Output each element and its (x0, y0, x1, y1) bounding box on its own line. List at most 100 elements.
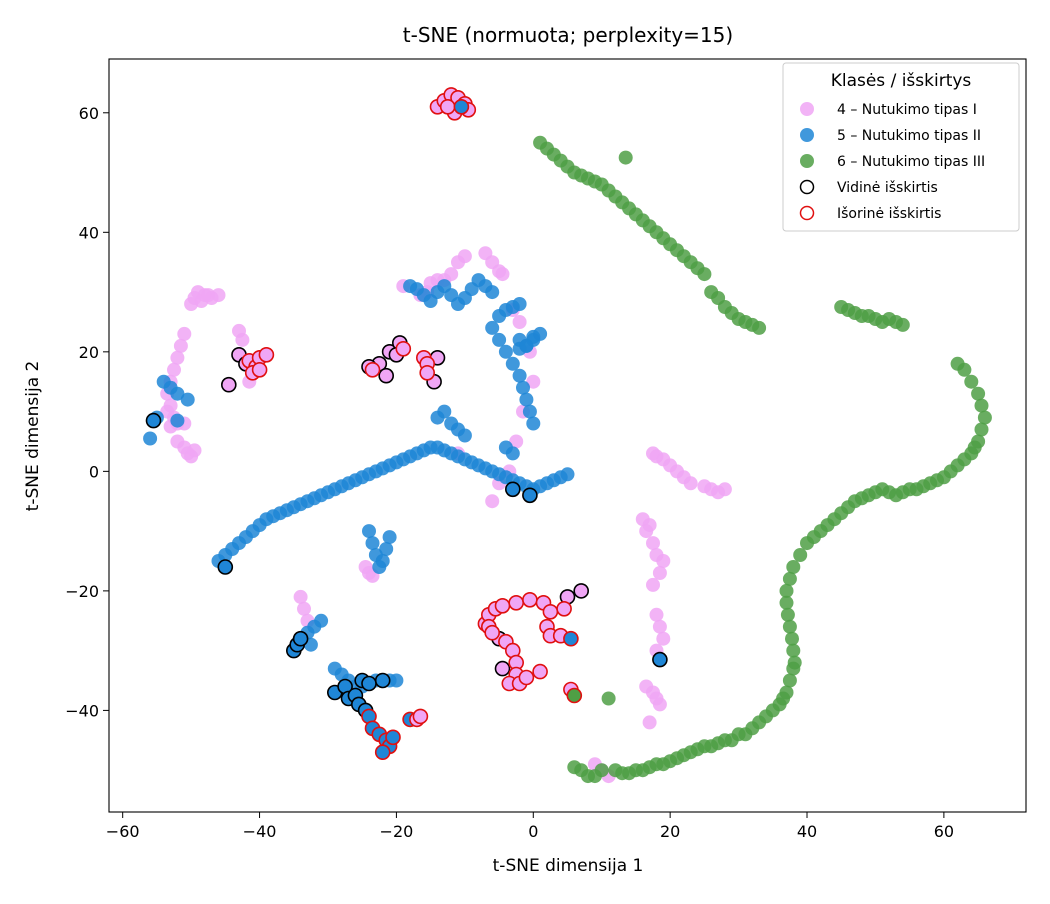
data-point (485, 320, 500, 335)
outlier-point (518, 669, 535, 686)
data-point (403, 279, 418, 294)
data-point (895, 317, 910, 332)
chart-title: t-SNE (normuota; perplexity=15) (403, 23, 733, 47)
data-point (642, 715, 657, 730)
data-point (293, 589, 308, 604)
outlier-point (419, 364, 436, 381)
y-tick-label: 0 (89, 462, 99, 481)
data-point (495, 267, 510, 282)
data-point (492, 332, 507, 347)
x-tick-label: 20 (660, 822, 680, 841)
outlier-point (361, 675, 377, 692)
outlier-point (364, 361, 381, 378)
legend-marker (799, 179, 815, 195)
data-point (785, 631, 799, 646)
data-point (180, 392, 195, 407)
data-point (173, 338, 188, 353)
data-point (444, 267, 459, 282)
outlier-point (292, 630, 309, 647)
outlier-point (453, 99, 470, 115)
outlier-point (652, 651, 668, 668)
outlier-point (145, 412, 162, 429)
data-point (649, 607, 664, 622)
data-point (656, 631, 671, 646)
data-point (683, 476, 698, 491)
outlier-point (522, 487, 538, 504)
data-point (786, 643, 801, 658)
legend: Klasės / išskirtys 4 – Nutukimo tipas I 5… (782, 62, 1020, 232)
data-point (601, 691, 616, 706)
data-point (170, 434, 185, 449)
outlier-point (566, 687, 583, 704)
outlier-point (573, 583, 590, 599)
legend-label: 4 – Nutukimo tipas I (837, 102, 977, 118)
data-point (639, 524, 654, 539)
data-point (382, 530, 397, 545)
legend-label: 5 – Nutukimo tipas II (837, 128, 981, 144)
outer-outliers (241, 87, 583, 761)
legend-entries: 4 – Nutukimo tipas I 5 – Nutukimo tipas I… (799, 102, 985, 222)
data-point (652, 619, 667, 634)
data-point (211, 288, 226, 303)
legend-label: Išorinė išskirtis (837, 206, 941, 222)
legend-marker (800, 102, 814, 116)
y-axis-label: t-SNE dimensija 2 (23, 361, 43, 512)
series-6 (533, 135, 992, 784)
data-point (509, 434, 524, 449)
data-point (297, 601, 311, 616)
data-point (697, 267, 712, 282)
legend-label: 6 – Nutukimo tipas III (837, 154, 985, 170)
legend-entry: Išorinė išskirtis (799, 205, 941, 222)
data-point (779, 583, 794, 598)
data-point (498, 344, 513, 359)
outlier-point (378, 367, 395, 384)
outlier-point (484, 624, 501, 641)
data-point (505, 356, 520, 371)
data-point (533, 326, 548, 341)
data-point (365, 536, 380, 551)
data-point (375, 554, 390, 568)
data-point (160, 404, 175, 419)
data-point (167, 362, 181, 377)
x-tick-label: −60 (106, 822, 140, 841)
data-point (974, 398, 989, 413)
outlier-point (439, 99, 456, 115)
data-point (170, 413, 185, 428)
data-point (512, 297, 527, 311)
y-tick-label: 20 (79, 343, 99, 362)
outlier-point (494, 597, 511, 614)
data-point (156, 374, 171, 389)
outlier-point (532, 663, 548, 680)
data-point (437, 404, 452, 419)
data-point (971, 386, 986, 401)
data-point (780, 607, 795, 622)
x-axis: −60 −40 −20 0 20 40 60 (106, 812, 954, 841)
data-point (608, 763, 623, 778)
outlier-point (504, 481, 521, 498)
outlier-point (522, 591, 538, 608)
data-point (512, 315, 527, 329)
data-point (786, 560, 801, 574)
data-point (512, 368, 527, 383)
outlier-point (258, 346, 275, 363)
plot-area-frame (108, 58, 1027, 813)
outlier-point (374, 672, 391, 689)
outlier-point (494, 660, 511, 677)
data-point (717, 482, 732, 497)
legend-entry: 5 – Nutukimo tipas II (800, 128, 981, 144)
legend-entry: Vidinė išskirtis (799, 179, 938, 196)
x-axis-label: t-SNE dimensija 1 (493, 856, 644, 876)
outlier-point (385, 729, 401, 746)
data-point (652, 566, 667, 580)
data-point (782, 571, 797, 586)
y-tick-label: 60 (79, 104, 99, 123)
outlier-point (221, 376, 237, 393)
y-tick-label: −20 (65, 582, 99, 601)
data-point (646, 577, 660, 592)
outlier-point (542, 603, 559, 620)
data-point (143, 431, 158, 446)
outlier-point (412, 708, 429, 725)
legend-marker (800, 128, 814, 142)
